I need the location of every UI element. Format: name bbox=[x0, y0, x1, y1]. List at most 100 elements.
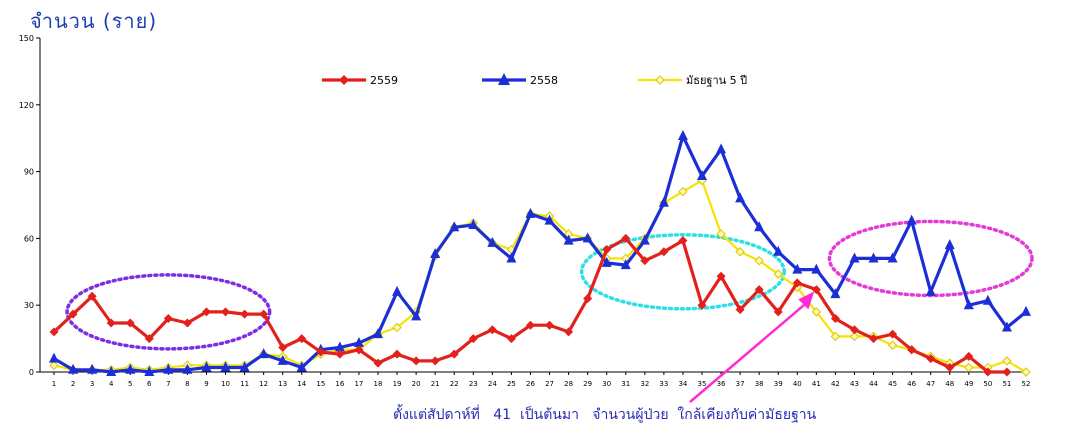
data-point bbox=[583, 294, 593, 304]
x-tick-label: 33 bbox=[659, 380, 668, 388]
data-point bbox=[830, 288, 841, 299]
data-point bbox=[506, 252, 517, 263]
legend-label: 2559 bbox=[370, 74, 398, 87]
data-point bbox=[392, 322, 402, 333]
data-point bbox=[182, 318, 192, 328]
x-tick-label: 9 bbox=[204, 380, 208, 388]
data-point bbox=[68, 363, 79, 374]
data-point bbox=[259, 309, 269, 319]
x-tick-label: 39 bbox=[774, 380, 783, 388]
data-point bbox=[49, 327, 59, 337]
x-tick-label: 6 bbox=[147, 380, 152, 388]
data-point bbox=[773, 245, 784, 256]
data-point bbox=[49, 360, 59, 371]
data-point bbox=[773, 307, 783, 317]
data-point bbox=[544, 214, 555, 225]
data-point bbox=[639, 234, 650, 245]
data-point bbox=[983, 367, 993, 377]
data-point bbox=[1002, 367, 1012, 377]
highlight-ellipses bbox=[65, 219, 1034, 351]
data-point bbox=[277, 354, 288, 365]
data-point bbox=[830, 331, 841, 342]
x-tick-label: 34 bbox=[678, 380, 687, 388]
data-point bbox=[373, 358, 383, 368]
data-point bbox=[792, 278, 802, 288]
data-point bbox=[49, 352, 59, 363]
data-point bbox=[716, 143, 727, 154]
x-tick-label: 20 bbox=[412, 380, 421, 388]
x-tick-label: 32 bbox=[640, 380, 649, 388]
data-point bbox=[754, 221, 765, 232]
data-point bbox=[354, 345, 364, 355]
x-tick-label: 49 bbox=[964, 380, 973, 388]
data-point bbox=[506, 334, 516, 344]
data-point bbox=[449, 221, 460, 232]
arrow-shaft bbox=[689, 300, 810, 403]
data-point bbox=[144, 334, 154, 344]
series-line bbox=[53, 179, 1027, 373]
data-point bbox=[564, 327, 574, 337]
x-tick-label: 31 bbox=[621, 380, 630, 388]
x-tick-label: 7 bbox=[166, 380, 170, 388]
annotation-arrow bbox=[689, 291, 815, 403]
highlight-ellipse bbox=[65, 273, 272, 351]
data-point bbox=[869, 334, 879, 344]
data-point bbox=[678, 186, 688, 197]
data-point bbox=[201, 361, 212, 372]
data-point bbox=[982, 294, 993, 305]
arrow-head bbox=[798, 291, 815, 310]
data-point bbox=[792, 263, 803, 274]
y-tick-label: 150 bbox=[19, 34, 34, 43]
data-point bbox=[602, 245, 612, 255]
data-point bbox=[125, 318, 135, 328]
data-point bbox=[545, 320, 555, 330]
x-tick-label: 52 bbox=[1022, 380, 1031, 388]
x-tick-label: 14 bbox=[297, 380, 306, 388]
data-point bbox=[887, 340, 898, 350]
data-point bbox=[468, 219, 479, 230]
legend-marker bbox=[498, 73, 510, 85]
series-layer bbox=[49, 129, 1031, 377]
x-tick-label: 37 bbox=[736, 380, 745, 388]
data-point bbox=[163, 363, 174, 374]
data-point bbox=[754, 255, 764, 266]
data-point bbox=[944, 239, 955, 250]
x-tick-label: 1 bbox=[52, 380, 56, 388]
highlight-ellipse bbox=[579, 233, 786, 311]
data-point bbox=[411, 310, 422, 321]
data-point bbox=[735, 247, 745, 257]
data-point bbox=[221, 307, 231, 317]
data-point bbox=[773, 269, 783, 279]
legend-item: 2559 bbox=[322, 74, 398, 87]
data-point bbox=[106, 318, 116, 328]
data-point bbox=[601, 256, 612, 267]
x-tick-label: 26 bbox=[526, 380, 535, 388]
x-tick-label: 42 bbox=[831, 380, 840, 388]
data-point bbox=[163, 314, 173, 324]
x-tick-label: 27 bbox=[545, 380, 554, 388]
data-point bbox=[392, 349, 402, 359]
data-point bbox=[621, 233, 631, 243]
x-tick-label: 17 bbox=[354, 380, 363, 388]
x-tick-label: 35 bbox=[698, 380, 707, 388]
y-tick-label: 90 bbox=[24, 168, 34, 177]
data-point bbox=[620, 259, 631, 270]
x-tick-label: 5 bbox=[128, 380, 132, 388]
data-point bbox=[525, 320, 535, 330]
data-point bbox=[449, 349, 459, 359]
data-point bbox=[697, 170, 707, 181]
data-point bbox=[963, 299, 974, 310]
x-tick-label: 48 bbox=[945, 380, 954, 388]
chart-title: จำนวน (ราย) bbox=[30, 9, 158, 33]
data-point bbox=[278, 343, 288, 353]
x-tick-label: 11 bbox=[240, 380, 249, 388]
data-point bbox=[677, 129, 688, 140]
data-point bbox=[925, 285, 936, 296]
data-point bbox=[582, 232, 593, 243]
data-point bbox=[945, 363, 955, 373]
x-tick-label: 38 bbox=[755, 380, 764, 388]
data-point bbox=[335, 349, 345, 359]
data-point bbox=[640, 256, 650, 266]
data-point bbox=[201, 307, 211, 317]
